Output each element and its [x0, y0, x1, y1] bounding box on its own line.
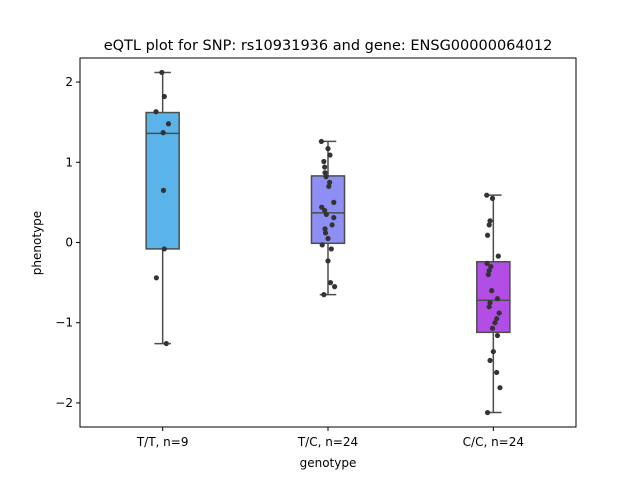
- data-point: [484, 409, 491, 416]
- data-point: [497, 385, 503, 391]
- data-point: [486, 304, 492, 310]
- data-point: [494, 369, 500, 376]
- data-point: [328, 246, 334, 252]
- data-point: [489, 195, 496, 201]
- y-tick-label: 1: [65, 155, 73, 169]
- data-point: [165, 121, 172, 127]
- data-point: [322, 226, 328, 232]
- data-point: [486, 222, 492, 228]
- data-point: [321, 292, 327, 298]
- y-tick-label: 2: [65, 75, 73, 89]
- data-point: [487, 357, 493, 364]
- data-point: [488, 263, 494, 270]
- data-point: [484, 232, 491, 238]
- data-point: [331, 199, 337, 205]
- data-point: [322, 164, 328, 170]
- y-axis-label: phenotype: [30, 211, 44, 275]
- data-point: [489, 325, 496, 331]
- data-point: [319, 242, 325, 248]
- x-tick-label: C/C, n=24: [463, 435, 524, 449]
- data-point: [325, 146, 331, 152]
- data-point: [329, 222, 335, 228]
- data-point: [160, 187, 167, 193]
- y-tick-label: −2: [55, 396, 73, 410]
- data-point: [492, 320, 498, 326]
- y-tick-label: 0: [65, 236, 73, 250]
- data-point: [494, 316, 500, 322]
- data-point: [322, 170, 328, 176]
- x-tick-label: T/T, n=9: [136, 435, 189, 449]
- data-point: [318, 138, 324, 145]
- iqr-box: [476, 261, 511, 334]
- data-point: [321, 158, 327, 165]
- data-point: [161, 246, 167, 252]
- data-point: [494, 296, 501, 302]
- data-point: [485, 271, 491, 278]
- data-point: [323, 211, 329, 218]
- data-point: [484, 192, 490, 198]
- data-point: [487, 300, 493, 306]
- data-point: [323, 174, 329, 180]
- plot-area: [145, 69, 511, 416]
- data-point: [487, 218, 493, 224]
- data-point: [494, 332, 501, 339]
- box-group: [310, 138, 346, 298]
- chart-title: eQTL plot for SNP: rs10931936 and gene: …: [104, 38, 553, 54]
- data-point: [490, 348, 496, 355]
- axes: −2 −1 0 1 2 T/T, n=9 T/C, n=24 C/C, n=24: [55, 75, 524, 449]
- x-tick-label: T/C, n=24: [297, 435, 358, 449]
- data-point: [327, 280, 334, 286]
- data-point: [322, 207, 328, 214]
- data-point: [496, 310, 502, 316]
- data-point: [159, 69, 165, 76]
- data-point: [160, 130, 166, 136]
- data-point: [326, 183, 332, 189]
- data-point: [322, 230, 329, 236]
- data-point: [153, 109, 159, 115]
- y-tick-label: −1: [55, 316, 73, 330]
- data-point: [331, 215, 337, 221]
- box-group: [145, 69, 180, 347]
- data-point: [486, 267, 492, 274]
- data-point: [484, 260, 490, 266]
- data-point: [489, 288, 495, 294]
- data-point: [153, 275, 159, 281]
- data-point: [327, 179, 333, 185]
- data-point: [327, 152, 333, 158]
- data-point: [325, 235, 331, 242]
- data-point: [495, 253, 501, 259]
- data-point: [325, 258, 331, 264]
- data-point: [163, 340, 169, 347]
- data-point: [332, 284, 338, 290]
- data-point: [161, 93, 167, 100]
- x-axis-label: genotype: [300, 456, 357, 470]
- box-group: [476, 192, 511, 416]
